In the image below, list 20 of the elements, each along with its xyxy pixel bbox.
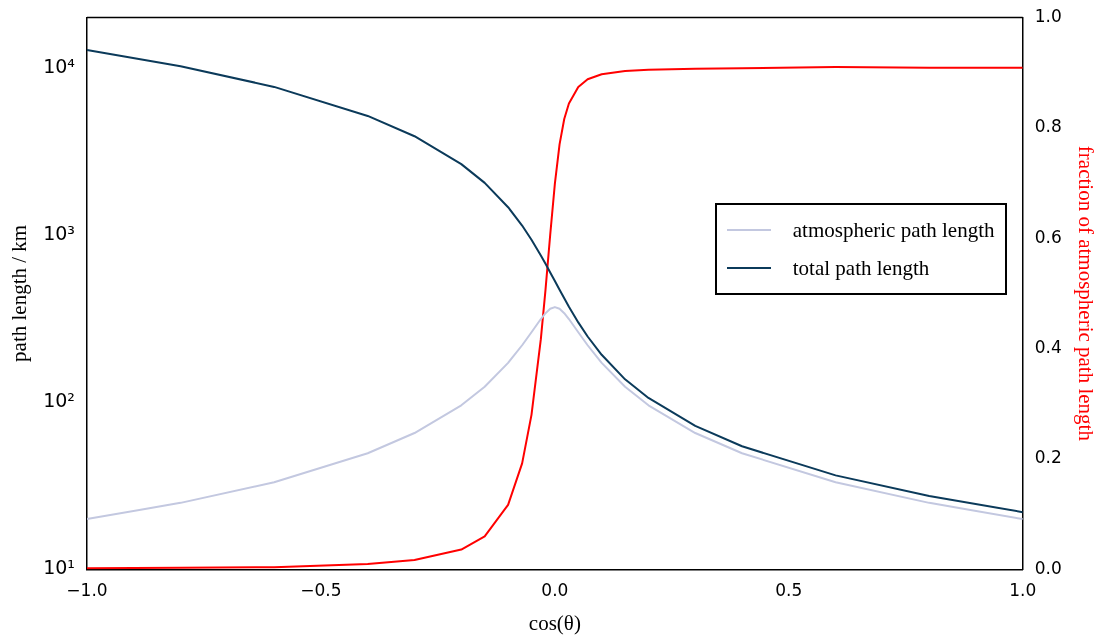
x-tick-label: 0.5 xyxy=(775,580,803,601)
x-axis-title: cos(θ) xyxy=(528,610,581,635)
y2-tick-label: 0.0 xyxy=(1034,557,1062,578)
x-tick-label: −0.5 xyxy=(300,580,342,601)
x-tick-label: 0.0 xyxy=(541,580,569,601)
x-tick-label: 1.0 xyxy=(1009,580,1037,601)
y2-tick-label: 0.6 xyxy=(1034,226,1062,247)
x-tick-label: −1.0 xyxy=(66,580,108,601)
y-tick-label: 10³ xyxy=(43,221,75,244)
y-tick-label: 10² xyxy=(43,389,75,412)
y-tick-label: 10⁴ xyxy=(43,54,76,77)
y2-tick-label: 0.2 xyxy=(1034,447,1062,468)
y-axis-title: path length / km xyxy=(7,224,32,362)
legend-label: total path length xyxy=(792,255,930,281)
y2-tick-label: 1.0 xyxy=(1034,5,1062,26)
y2-tick-label: 0.8 xyxy=(1034,116,1062,137)
legend-label: atmospheric path length xyxy=(792,217,995,243)
y2-tick-label: 0.4 xyxy=(1034,337,1062,358)
y-tick-label: 10¹ xyxy=(43,556,75,579)
y2-axis-title: fraction of atmospheric path length xyxy=(1073,145,1098,442)
